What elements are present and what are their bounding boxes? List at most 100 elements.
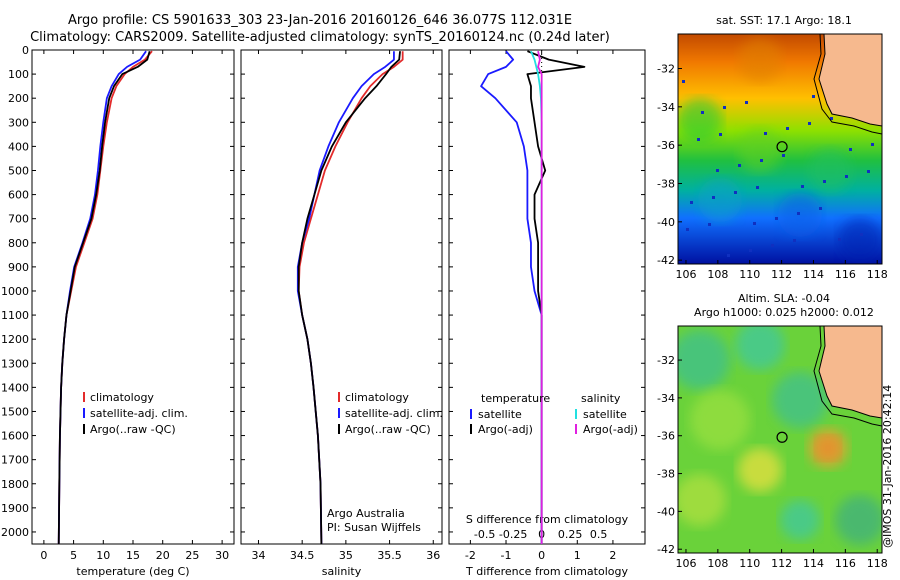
y-tick-label: -42	[657, 543, 675, 556]
difference-panel: -2 -1 0 1 2 T difference from climatology S di…	[448, 49, 646, 578]
map-title-line: Argo h1000: 0.025 h2000: 0.012	[694, 306, 874, 319]
y-tick-label: -32	[657, 63, 675, 76]
x-tick-label: -2	[465, 549, 476, 562]
sst-pixel	[812, 95, 815, 98]
y-tick-label: 1500	[1, 405, 29, 418]
sst-map-frame	[677, 33, 883, 265]
sst-pixel	[808, 122, 811, 125]
y-tick-label: 1700	[1, 454, 29, 467]
top-tick-label: -0.25	[499, 528, 527, 541]
y-tick-label: 0	[22, 44, 29, 57]
map-title: sat. SST: 17.1 Argo: 18.1	[716, 14, 852, 27]
top-tick-label: -0.5	[474, 528, 495, 541]
sst-pixel	[745, 101, 748, 104]
sla-patch	[772, 372, 828, 428]
y-tick-label: -40	[657, 216, 675, 229]
sst-pixel	[756, 186, 759, 189]
sla-patch	[808, 428, 848, 468]
x-tick-label: 112	[771, 557, 792, 570]
top-tick-label: 0.25	[558, 528, 583, 541]
sst-pixel	[819, 207, 822, 210]
sla-patch	[735, 326, 785, 370]
temperature-frame	[31, 49, 235, 545]
profile-title: Argo profile: CS 5901633_303 23-Jan-2016…	[67, 13, 573, 28]
sst-pixel	[786, 127, 789, 130]
x-tick-label: 108	[707, 268, 728, 281]
x-tick-label: 114	[803, 557, 824, 570]
y-tick-label: 500	[8, 164, 29, 177]
legend-header: temperature	[481, 392, 550, 405]
timestamp-stamp: @IMOS 31-Jan-2016 20:42:14	[881, 384, 894, 548]
sst-patch	[698, 178, 742, 222]
sst-pixel	[838, 238, 841, 241]
x-tick-label: 36	[426, 549, 440, 562]
y-tick-label: 1600	[1, 430, 29, 443]
x-axis-label: T difference from climatology	[465, 565, 628, 578]
sst-pixel	[801, 185, 804, 188]
x-tick-label: 35.5	[377, 549, 402, 562]
sst-pixel	[867, 170, 870, 173]
series-line-2	[297, 51, 401, 545]
y-tick-label: -36	[657, 430, 675, 443]
sla-patch	[678, 330, 730, 390]
sst-pixel	[738, 164, 741, 167]
legend-label: satellite	[478, 408, 522, 421]
sst-map-panel: 106 108 110 112 114 116 118 -32 -34 -36 -38 -40 -42 s…	[657, 14, 888, 281]
sst-pixel	[771, 244, 774, 247]
y-tick-label: 1400	[1, 381, 29, 394]
sla-patch	[738, 448, 782, 492]
x-axis-label: temperature (deg C)	[76, 565, 189, 578]
y-tick-label: -38	[657, 178, 675, 191]
y-tick-label: -42	[657, 254, 675, 267]
argo-position-marker	[776, 431, 788, 443]
legend-header: salinity	[581, 392, 621, 405]
y-tick-label: 1800	[1, 478, 29, 491]
sst-pixel	[727, 254, 730, 257]
sst-pixel	[871, 143, 874, 146]
sst-pixel	[690, 201, 693, 204]
y-tick-label: 1200	[1, 333, 29, 346]
y-tick-label: 1000	[1, 285, 29, 298]
y-tick-label: 2000	[1, 526, 29, 539]
series-line-2	[57, 50, 151, 545]
sst-map-field	[678, 34, 882, 264]
land-mass	[818, 34, 882, 127]
sst-pixel	[849, 148, 852, 151]
legend-label: satellite-adj. clim.	[345, 407, 443, 420]
y-tick-label: -32	[657, 354, 675, 367]
x-tick-label: 34	[251, 549, 265, 562]
legend-label: Argo(-adj)	[478, 423, 533, 436]
sst-pixel	[845, 175, 848, 178]
sst-pixel	[697, 138, 700, 141]
sst-pixel	[701, 111, 704, 114]
sst-pixel	[712, 196, 715, 199]
x-tick-label: 35	[339, 549, 353, 562]
x-tick-label: 106	[675, 557, 696, 570]
y-tick-label: 200	[8, 92, 29, 105]
annotation-line: PI: Susan Wijffels	[327, 521, 421, 534]
sst-pixel	[719, 133, 722, 136]
x-tick-label: 118	[867, 268, 888, 281]
x-tick-label: 5	[70, 549, 77, 562]
x-tick-label: 1	[574, 549, 581, 562]
sla-map-field	[678, 326, 882, 553]
x-tick-label: 116	[835, 557, 856, 570]
legend-label: Argo(..raw -QC)	[345, 423, 431, 436]
legend-label: Argo(..raw -QC)	[90, 423, 176, 436]
map-title-line: Altim. SLA: -0.04	[738, 292, 830, 305]
series-line-3	[537, 51, 543, 544]
sst-patch	[838, 218, 882, 262]
x-tick-label: 10	[96, 549, 110, 562]
sst-pixel	[753, 222, 756, 225]
sst-pixel	[764, 132, 767, 135]
sst-pixel	[723, 106, 726, 109]
y-tick-label: 800	[8, 237, 29, 250]
y-tick-label: 900	[8, 261, 29, 274]
top-tick-label: 0.5	[590, 528, 608, 541]
x-tick-label: 2	[609, 549, 616, 562]
annotation-line: Argo Australia	[327, 507, 405, 520]
sla-patch	[678, 474, 726, 526]
x-tick-label: 114	[803, 268, 824, 281]
y-tick-label: -34	[657, 392, 675, 405]
x-tick-label: 106	[675, 268, 696, 281]
